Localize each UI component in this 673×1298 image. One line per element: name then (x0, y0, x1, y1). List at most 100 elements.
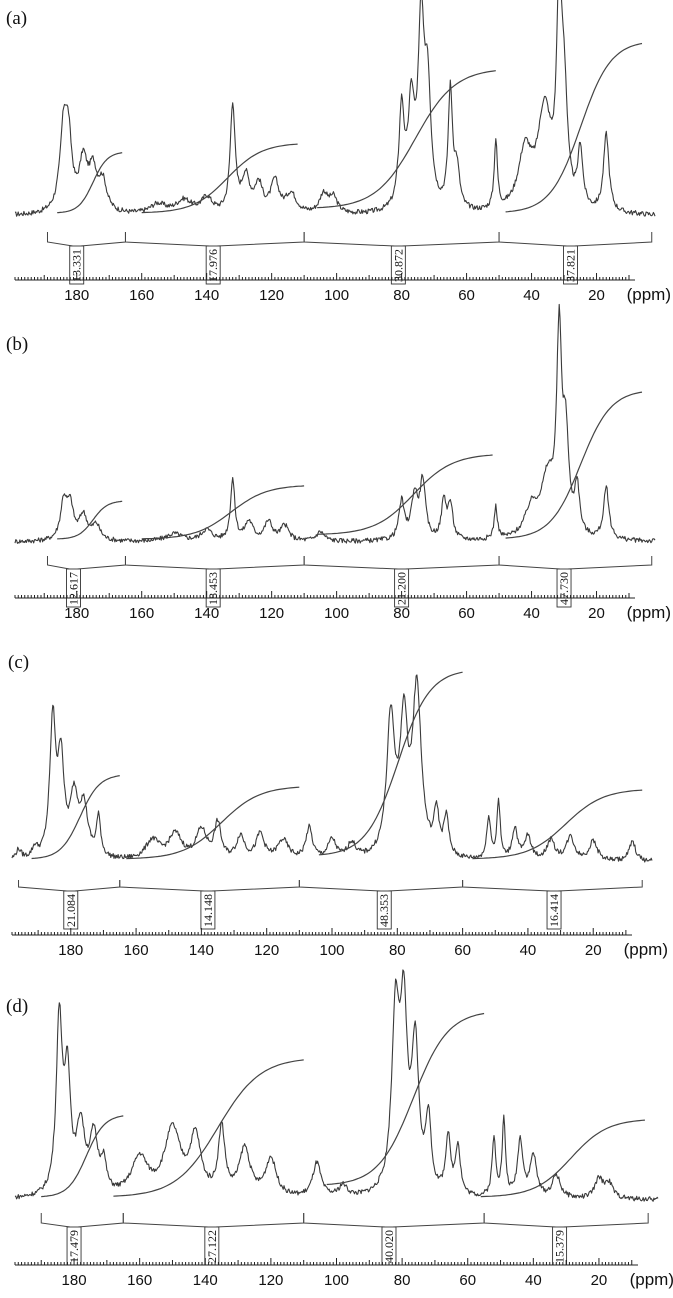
integral-value-box (205, 245, 221, 285)
integral-curve-2 (126, 786, 300, 860)
integral-value: 18.453 (206, 572, 220, 605)
tick-label: 180 (58, 942, 83, 959)
bracket-right (215, 1213, 305, 1228)
panel-label: (d) (6, 996, 28, 1017)
tick-label: 180 (64, 287, 89, 304)
bracket-left (498, 556, 561, 570)
tick-label: 20 (591, 1272, 608, 1289)
integral-value-box (376, 890, 392, 930)
integral-curve-4 (472, 789, 643, 860)
bracket-left (498, 232, 567, 247)
tick-label: 160 (129, 287, 154, 304)
integral-value: 21.200 (395, 572, 409, 605)
bracket-left (303, 1213, 386, 1228)
tick-label: 60 (458, 287, 475, 304)
tick-label: 40 (520, 942, 537, 959)
bracket-right (563, 1213, 649, 1228)
panel-label: (c) (8, 652, 29, 673)
spectrum-trace (14, 969, 659, 1202)
bracket-left (124, 232, 210, 247)
panel-label: (b) (6, 334, 28, 355)
x-axis: 180 160 140 120 100 80 60 40 20 (ppm) (14, 273, 671, 304)
integral-curve-2 (141, 485, 305, 540)
tick-label: 60 (459, 1272, 476, 1289)
bracket-left (40, 1213, 71, 1228)
integral-value: 37.821 (564, 249, 578, 282)
tick-label: 120 (259, 287, 284, 304)
tick-label: 100 (324, 1272, 349, 1289)
bracket-right (402, 232, 500, 247)
integral-curve-4 (480, 1119, 645, 1198)
integral-curve-1 (57, 152, 123, 214)
axis-unit-label: (ppm) (630, 1270, 673, 1289)
tick-label: 60 (458, 605, 475, 622)
integral-curve-3 (317, 70, 496, 209)
integral-value: 13.331 (70, 249, 84, 282)
integral-value-box (563, 245, 578, 285)
integral-curve-1 (41, 1115, 124, 1198)
tick-label: 100 (324, 605, 349, 622)
integration-brackets: 13.331 17.976 30.872 37.821 (46, 232, 653, 285)
tick-label: 140 (189, 942, 214, 959)
axis-unit-label: (ppm) (624, 940, 668, 959)
integral-value: 27.122 (205, 1230, 219, 1263)
integral-curve-4 (505, 42, 643, 213)
x-axis: 180 160 140 120 100 80 60 40 20 (ppm) (11, 928, 668, 959)
integral-curve-2 (113, 1059, 304, 1197)
integration-brackets: 12.617 18.453 21.200 47.730 (46, 556, 653, 608)
tick-label: 100 (324, 287, 349, 304)
bracket-right (568, 556, 653, 570)
tick-label: 160 (124, 942, 149, 959)
integration-brackets: 17.479 27.122 40.020 15.379 (40, 1213, 649, 1266)
bracket-right (80, 232, 126, 247)
bracket-right (211, 880, 300, 892)
tick-label: 180 (62, 1272, 87, 1289)
integral-value: 15.379 (553, 1230, 567, 1263)
bracket-left (122, 1213, 208, 1228)
tick-label: 80 (393, 287, 410, 304)
tick-label: 40 (525, 1272, 542, 1289)
spectrum-trace (14, 303, 656, 544)
integral-curve-3 (317, 454, 493, 535)
axis-unit-label: (ppm) (627, 285, 671, 304)
tick-label: 160 (127, 1272, 152, 1289)
integral-value-box (546, 890, 562, 930)
integral-curve-1 (57, 500, 123, 540)
bracket-left (119, 880, 204, 892)
bracket-right (217, 556, 305, 570)
integral-value: 17.479 (67, 1230, 81, 1263)
bracket-right (558, 880, 643, 892)
bracket-right (392, 1213, 485, 1228)
integral-curve-3 (326, 1012, 485, 1186)
tick-label: 100 (319, 942, 344, 959)
bracket-right (574, 232, 653, 247)
tick-label: 140 (194, 605, 219, 622)
tick-label: 120 (258, 1272, 283, 1289)
bracket-right (217, 232, 305, 247)
integral-curve-1 (31, 775, 120, 860)
integral-value: 17.976 (206, 249, 220, 282)
x-axis: 180 160 140 120 100 80 60 40 20 (ppm) (14, 591, 671, 622)
integral-value: 21.084 (64, 894, 78, 927)
tick-label: 40 (523, 605, 540, 622)
bracket-right (388, 880, 464, 892)
spectrum-trace (11, 674, 653, 863)
tick-label: 20 (588, 287, 605, 304)
tick-label: 20 (585, 942, 602, 959)
integral-curve-3 (318, 671, 463, 856)
integral-value: 47.730 (557, 572, 571, 605)
tick-label: 20 (588, 605, 605, 622)
integration-brackets: 21.084 14.148 48.353 16.414 (18, 880, 643, 930)
bracket-left (303, 556, 398, 570)
bracket-right (78, 1213, 124, 1228)
integral-value: 12.617 (66, 572, 80, 605)
tick-label: 80 (394, 1272, 411, 1289)
tick-label: 140 (194, 287, 219, 304)
spectrum-trace (14, 0, 656, 217)
bracket-right (74, 880, 121, 892)
